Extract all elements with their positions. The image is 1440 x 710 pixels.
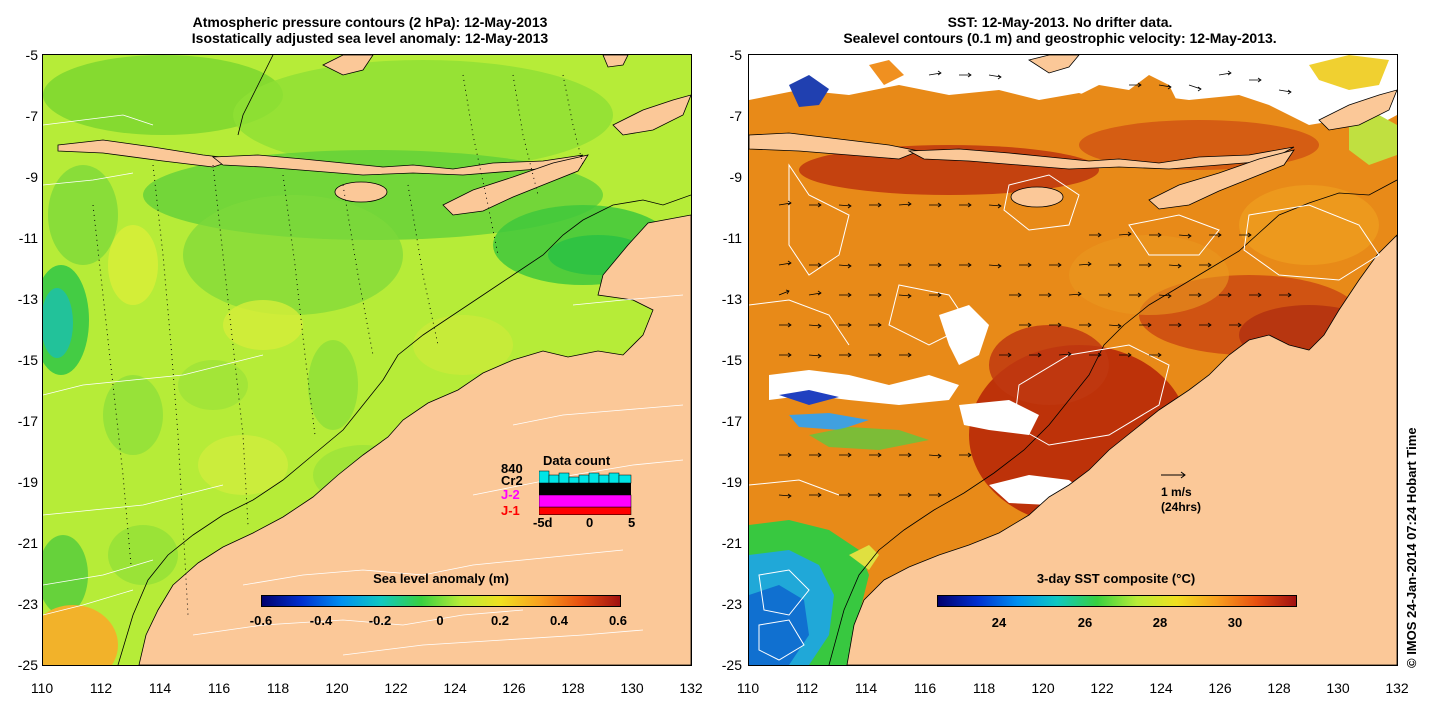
sla-colorbar-tick: -0.2 <box>368 613 392 628</box>
lon-tick: 118 <box>972 680 996 696</box>
left-title-line1: Atmospheric pressure contours (2 hPa): 1… <box>192 14 548 30</box>
data-count-tick-0: 0 <box>586 515 594 530</box>
lat-tick: -11 <box>18 230 38 246</box>
lat-tick: -7 <box>25 108 38 124</box>
sst-colorbar-title: 3-day SST composite (°C) <box>1036 571 1196 586</box>
data-count-label-cr2: Cr2 <box>501 473 523 488</box>
lon-tick: 110 <box>30 680 54 696</box>
lon-tick: 112 <box>795 680 819 696</box>
lat-tick: -25 <box>17 657 38 673</box>
data-count-label-j2: J-2 <box>501 487 520 502</box>
imos-credit: © IMOS 24-Jan-2014 07:24 Hobart Time <box>1404 427 1419 668</box>
lon-tick: 126 <box>1208 680 1232 696</box>
data-count-tick-5: 5 <box>628 515 636 530</box>
sst-colorbar <box>937 595 1297 607</box>
lat-tick: -23 <box>721 596 742 612</box>
left-title: Atmospheric pressure contours (2 hPa): 1… <box>120 14 620 46</box>
lon-tick: 132 <box>1385 680 1409 696</box>
sla-colorbar <box>261 595 621 607</box>
right-title-line1: SST: 12-May-2013. No drifter data. <box>947 14 1173 30</box>
sst-colorbar-tick: 28 <box>1152 615 1168 630</box>
sst-map-svg <box>749 55 1397 665</box>
lat-tick: -7 <box>729 108 742 124</box>
lon-tick: 124 <box>443 680 467 696</box>
lat-tick: -15 <box>17 352 38 368</box>
sst-colorbar-tick: 24 <box>991 615 1007 630</box>
sla-colorbar-tick: 0 <box>436 613 444 628</box>
sst-colorbar-tick: 26 <box>1077 615 1093 630</box>
sla-map: Data count 840 Cr2 J-2 J-1 -5d 0 5 Sea l… <box>42 54 692 666</box>
lat-tick: -5 <box>25 47 38 63</box>
lon-tick: 124 <box>1149 680 1173 696</box>
lon-tick: 132 <box>679 680 703 696</box>
data-count-tick-minus5d: -5d <box>533 515 553 530</box>
lat-tick: -13 <box>17 291 38 307</box>
velocity-scale-arrow <box>1161 471 1186 479</box>
lat-tick: -13 <box>721 291 742 307</box>
lat-tick: -25 <box>721 657 742 673</box>
lon-tick: 130 <box>1326 680 1350 696</box>
lon-tick: 116 <box>207 680 231 696</box>
lon-tick: 126 <box>502 680 526 696</box>
lon-tick: 116 <box>913 680 937 696</box>
lat-tick: -5 <box>729 47 742 63</box>
lon-tick: 128 <box>1267 680 1291 696</box>
lon-tick: 130 <box>620 680 644 696</box>
lon-tick: 112 <box>89 680 113 696</box>
lon-tick: 114 <box>854 680 878 696</box>
sla-colorbar-title: Sea level anomaly (m) <box>373 571 509 586</box>
data-count-label-840: 840 <box>501 461 523 476</box>
lat-tick: -19 <box>721 474 742 490</box>
sla-map-svg <box>43 55 691 665</box>
right-title-line2: Sealevel contours (0.1 m) and geostrophi… <box>843 30 1277 46</box>
lat-tick: -11 <box>722 230 742 246</box>
sla-colorbar-tick: -0.4 <box>309 613 333 628</box>
lon-tick: 114 <box>148 680 172 696</box>
lon-tick: 120 <box>325 680 349 696</box>
lat-tick: -9 <box>729 169 742 185</box>
velocity-scale-label-units: (24hrs) <box>1161 500 1202 514</box>
lat-tick: -19 <box>17 474 38 490</box>
sst-colorbar-tick: 30 <box>1227 615 1243 630</box>
lat-tick: -17 <box>721 413 742 429</box>
lon-tick: 122 <box>384 680 408 696</box>
data-count-label-j1: J-1 <box>501 503 520 518</box>
data-count-bars <box>539 470 632 515</box>
lat-tick: -21 <box>17 535 38 551</box>
right-title: SST: 12-May-2013. No drifter data. Seale… <box>790 14 1330 46</box>
lon-tick: 110 <box>736 680 760 696</box>
lat-tick: -17 <box>17 413 38 429</box>
sla-colorbar-tick: 0.2 <box>490 613 510 628</box>
sla-colorbar-tick: 0.6 <box>608 613 628 628</box>
lon-tick: 118 <box>266 680 290 696</box>
lat-tick: -23 <box>17 596 38 612</box>
lon-tick: 120 <box>1031 680 1055 696</box>
sst-map: 1 m/s (24hrs) 3-day SST composite (°C) 2… <box>748 54 1398 666</box>
sla-colorbar-tick: 0.4 <box>549 613 569 628</box>
left-title-line2: Isostatically adjusted sea level anomaly… <box>191 30 549 46</box>
lon-tick: 122 <box>1090 680 1114 696</box>
velocity-scale-label: 1 m/s <box>1161 485 1192 499</box>
sla-colorbar-tick: -0.6 <box>249 613 273 628</box>
lon-tick: 128 <box>561 680 585 696</box>
lat-tick: -21 <box>721 535 742 551</box>
lat-tick: -15 <box>721 352 742 368</box>
lat-tick: -9 <box>25 169 38 185</box>
data-count-title: Data count <box>543 453 611 468</box>
